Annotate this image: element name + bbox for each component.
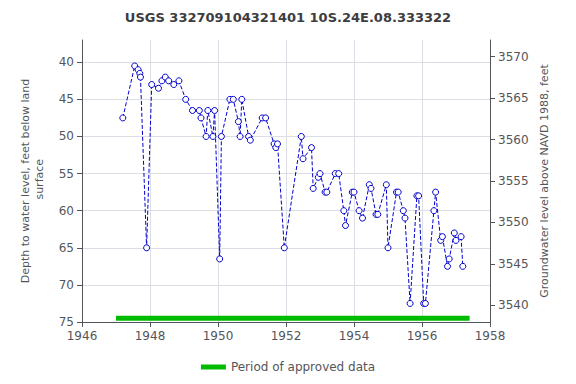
svg-text:Groundwater level above NAVD 1: Groundwater level above NAVD 1988, feet — [538, 64, 551, 298]
svg-text:3570: 3570 — [498, 50, 529, 64]
svg-text:3565: 3565 — [498, 91, 529, 105]
svg-text:1954: 1954 — [339, 329, 370, 343]
svg-text:3560: 3560 — [498, 133, 529, 147]
svg-text:Depth to water level, feet bel: Depth to water level, feet below land — [19, 79, 32, 284]
svg-text:1950: 1950 — [203, 329, 234, 343]
svg-text:3555: 3555 — [498, 174, 529, 188]
svg-text:3550: 3550 — [498, 215, 529, 229]
svg-text:1948: 1948 — [135, 329, 166, 343]
svg-text:1958: 1958 — [475, 329, 506, 343]
svg-text:3540: 3540 — [498, 298, 529, 312]
svg-text:3545: 3545 — [498, 257, 529, 271]
svg-text:60: 60 — [59, 204, 74, 218]
svg-text:1952: 1952 — [271, 329, 302, 343]
svg-text:1956: 1956 — [407, 329, 438, 343]
svg-text:Period of approved data: Period of approved data — [231, 360, 375, 374]
svg-text:45: 45 — [59, 92, 74, 106]
svg-text:65: 65 — [59, 241, 74, 255]
svg-text:75: 75 — [59, 315, 74, 329]
svg-text:1946: 1946 — [67, 329, 98, 343]
svg-text:USGS 332709104321401 10S.24E.0: USGS 332709104321401 10S.24E.08.333322 — [125, 10, 451, 25]
svg-text:55: 55 — [59, 167, 74, 181]
svg-text:surface: surface — [33, 159, 46, 203]
svg-text:50: 50 — [59, 129, 74, 143]
svg-text:40: 40 — [59, 55, 74, 69]
svg-text:70: 70 — [59, 278, 74, 292]
